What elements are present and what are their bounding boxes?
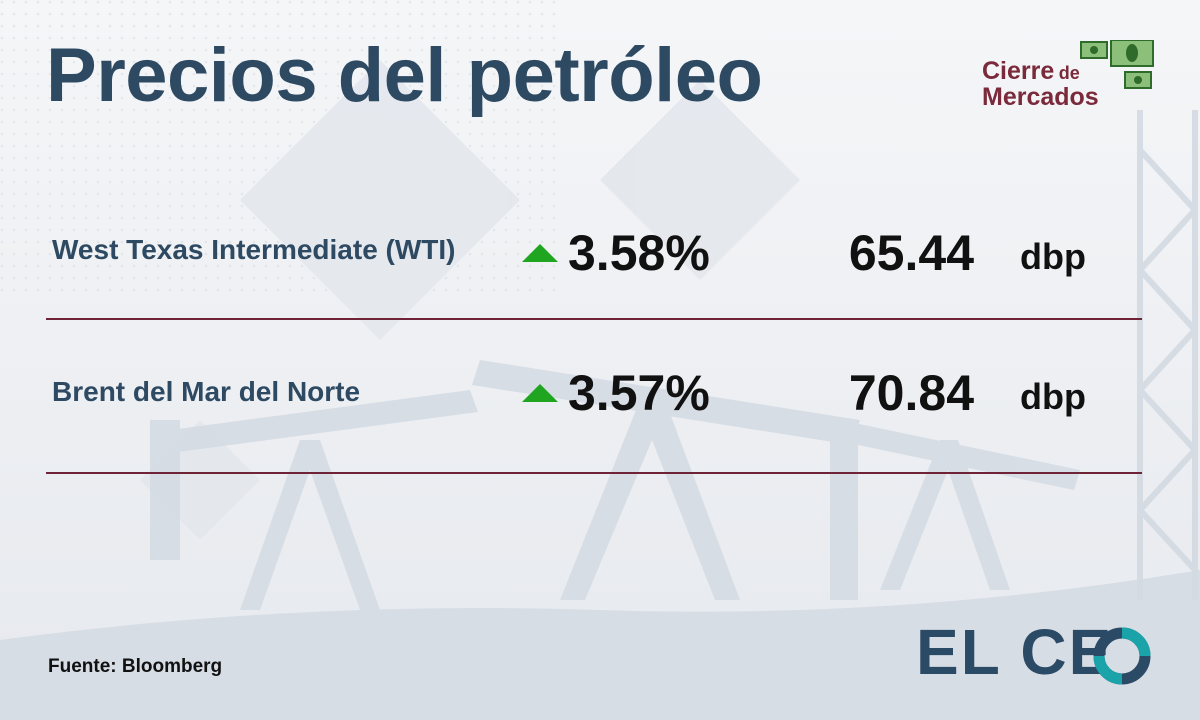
el-ceo-logo: EL CE — [916, 620, 1156, 690]
up-arrow-icon — [522, 244, 558, 262]
up-arrow-icon — [522, 384, 558, 402]
row-change: 3.58% — [568, 225, 710, 281]
page-title: Precios del petróleo — [46, 33, 763, 118]
cierre-de-mercados-badge: Cierre de Mercados — [982, 40, 1157, 120]
badge-line2: Mercados — [982, 83, 1099, 112]
source-credit: Fuente: Bloomberg — [48, 656, 223, 677]
row-name: Brent del Mar del Norte — [52, 376, 361, 407]
row-divider — [46, 318, 1142, 320]
money-bills-icon — [1080, 40, 1154, 89]
row-unit: dbp — [1020, 236, 1086, 277]
row-price: 65.44 — [848, 225, 974, 281]
logo-o-ring-icon — [1093, 627, 1151, 685]
price-row-wti: West Texas Intermediate (WTI) 3.58% 65.4… — [46, 200, 1142, 340]
row-price: 70.84 — [848, 365, 974, 421]
row-change: 3.57% — [568, 365, 710, 421]
badge-line1: Cierre — [982, 57, 1055, 85]
badge-label: Cierre de Mercados — [982, 58, 1099, 111]
logo-text: EL CE — [916, 616, 1114, 688]
row-name: West Texas Intermediate (WTI) — [52, 234, 456, 265]
row-unit: dbp — [1020, 376, 1086, 417]
price-row-brent: Brent del Mar del Norte 3.57% 70.84 dbp — [46, 340, 1142, 480]
badge-line1-small: de — [1058, 63, 1080, 83]
row-divider — [46, 472, 1142, 474]
